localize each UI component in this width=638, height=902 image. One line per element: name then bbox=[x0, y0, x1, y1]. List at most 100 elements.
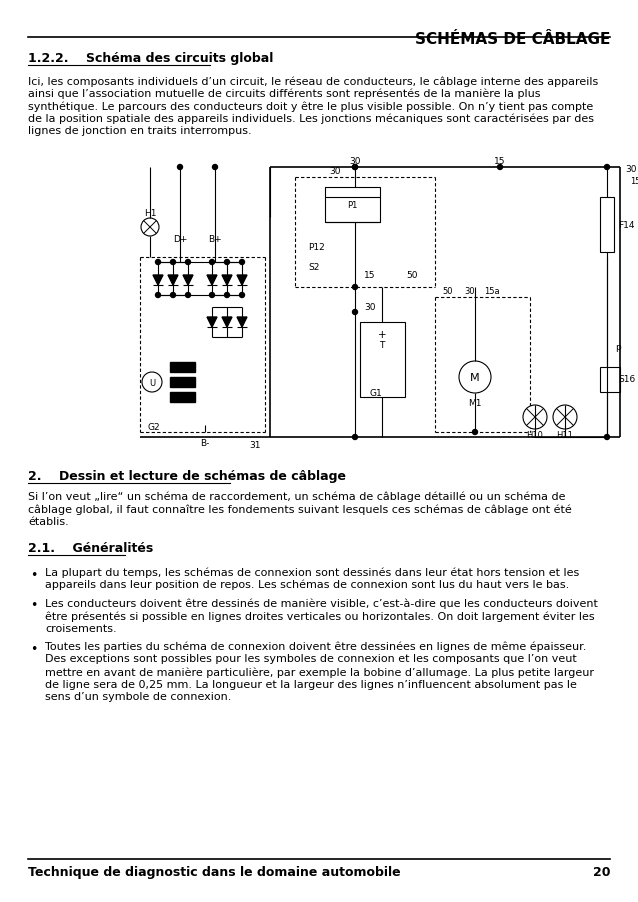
Circle shape bbox=[353, 435, 357, 440]
Polygon shape bbox=[183, 276, 193, 286]
Text: •: • bbox=[31, 599, 38, 612]
Circle shape bbox=[239, 293, 244, 299]
Circle shape bbox=[209, 260, 214, 265]
Text: +: + bbox=[378, 329, 387, 340]
Text: M1: M1 bbox=[468, 398, 482, 407]
Text: M: M bbox=[470, 373, 480, 382]
Circle shape bbox=[212, 165, 218, 170]
Text: 15: 15 bbox=[364, 272, 376, 281]
Text: D+: D+ bbox=[173, 235, 187, 244]
Text: 30: 30 bbox=[625, 165, 637, 174]
Circle shape bbox=[353, 165, 357, 170]
Text: câblage global, il faut connaître les fondements suivant lesquels ces schémas de: câblage global, il faut connaître les fo… bbox=[28, 504, 572, 514]
Bar bbox=[600, 198, 614, 253]
Text: •: • bbox=[31, 568, 38, 581]
Text: H11: H11 bbox=[556, 431, 574, 440]
Text: sens d’un symbole de connexion.: sens d’un symbole de connexion. bbox=[45, 691, 232, 701]
Text: établis.: établis. bbox=[28, 517, 69, 527]
Text: Les conducteurs doivent être dessinés de manière visible, c’est-à-dire que les c: Les conducteurs doivent être dessinés de… bbox=[45, 598, 598, 608]
Text: 31: 31 bbox=[249, 441, 261, 450]
Polygon shape bbox=[237, 276, 247, 286]
Circle shape bbox=[170, 260, 175, 265]
Circle shape bbox=[186, 260, 191, 265]
Circle shape bbox=[498, 165, 503, 170]
Text: 2.1.    Généralités: 2.1. Généralités bbox=[28, 541, 153, 554]
Circle shape bbox=[142, 373, 162, 392]
Polygon shape bbox=[222, 318, 232, 327]
Circle shape bbox=[209, 293, 214, 299]
Text: 2.    Dessin et lecture de schémas de câblage: 2. Dessin et lecture de schémas de câbla… bbox=[28, 469, 346, 483]
Circle shape bbox=[523, 406, 547, 429]
Text: Technique de diagnostic dans le domaine automobile: Technique de diagnostic dans le domaine … bbox=[28, 865, 401, 878]
Bar bbox=[360, 323, 405, 398]
Text: B-: B- bbox=[200, 438, 210, 447]
Text: 50: 50 bbox=[443, 287, 453, 296]
Text: 15: 15 bbox=[494, 156, 506, 165]
Polygon shape bbox=[153, 276, 163, 286]
Text: S2: S2 bbox=[308, 263, 320, 272]
Text: 15a: 15a bbox=[484, 287, 500, 296]
Text: La plupart du temps, les schémas de connexion sont dessinés dans leur état hors : La plupart du temps, les schémas de conn… bbox=[45, 566, 579, 577]
Text: •: • bbox=[31, 642, 38, 655]
Circle shape bbox=[353, 285, 357, 290]
Text: 30: 30 bbox=[329, 167, 341, 176]
Circle shape bbox=[553, 406, 577, 429]
Text: p: p bbox=[615, 343, 621, 352]
Text: de la position spatiale des appareils individuels. Les jonctions mécaniques sont: de la position spatiale des appareils in… bbox=[28, 114, 594, 124]
Polygon shape bbox=[168, 276, 178, 286]
Text: H10: H10 bbox=[526, 431, 544, 440]
Circle shape bbox=[239, 260, 244, 265]
Polygon shape bbox=[237, 318, 247, 327]
Circle shape bbox=[353, 310, 357, 315]
Circle shape bbox=[225, 260, 230, 265]
Polygon shape bbox=[222, 276, 232, 286]
Text: 30: 30 bbox=[464, 287, 475, 296]
Polygon shape bbox=[170, 363, 195, 373]
Text: croisements.: croisements. bbox=[45, 622, 117, 633]
Circle shape bbox=[604, 435, 609, 440]
Polygon shape bbox=[207, 318, 217, 327]
Text: de ligne sera de 0,25 mm. La longueur et la largeur des lignes n’influencent abs: de ligne sera de 0,25 mm. La longueur et… bbox=[45, 678, 577, 689]
Polygon shape bbox=[170, 392, 195, 402]
Text: Des exceptions sont possibles pour les symboles de connexion et les composants q: Des exceptions sont possibles pour les s… bbox=[45, 654, 577, 664]
Text: 50: 50 bbox=[406, 272, 418, 281]
Text: Toutes les parties du schéma de connexion doivent être dessinées en lignes de mê: Toutes les parties du schéma de connexio… bbox=[45, 641, 586, 652]
Text: B+: B+ bbox=[208, 235, 222, 244]
Text: ainsi que l’association mutuelle de circuits différents sont représentés de la m: ainsi que l’association mutuelle de circ… bbox=[28, 88, 540, 99]
Text: appareils dans leur position de repos. Les schémas de connexion sont lus du haut: appareils dans leur position de repos. L… bbox=[45, 579, 569, 590]
Text: Ici, les composants individuels d’un circuit, le réseau de conducteurs, le câbla: Ici, les composants individuels d’un cir… bbox=[28, 76, 598, 87]
Bar bbox=[600, 368, 620, 392]
Text: P12: P12 bbox=[308, 244, 325, 253]
Text: 30: 30 bbox=[349, 156, 360, 165]
Circle shape bbox=[156, 260, 161, 265]
Text: 20: 20 bbox=[593, 865, 610, 878]
Text: synthétique. Le parcours des conducteurs doit y être le plus visible possible. O: synthétique. Le parcours des conducteurs… bbox=[28, 101, 593, 111]
Text: S16: S16 bbox=[618, 375, 635, 384]
Text: H1: H1 bbox=[144, 209, 156, 218]
Text: G2: G2 bbox=[148, 423, 161, 432]
Circle shape bbox=[177, 165, 182, 170]
Text: T: T bbox=[380, 341, 385, 350]
Circle shape bbox=[156, 293, 161, 299]
Text: lignes de jonction en traits interrompus.: lignes de jonction en traits interrompus… bbox=[28, 126, 251, 136]
Text: 15: 15 bbox=[630, 176, 638, 185]
Circle shape bbox=[141, 219, 159, 236]
Bar bbox=[325, 188, 380, 223]
Circle shape bbox=[459, 362, 491, 393]
Text: être présentés si possible en lignes droites verticales ou horizontales. On doit: être présentés si possible en lignes dro… bbox=[45, 611, 595, 621]
Text: F14: F14 bbox=[618, 220, 635, 229]
Circle shape bbox=[353, 165, 357, 170]
Circle shape bbox=[473, 430, 477, 435]
Circle shape bbox=[186, 293, 191, 299]
Text: mettre en avant de manière particulière, par exemple la bobine d’allumage. La pl: mettre en avant de manière particulière,… bbox=[45, 667, 594, 676]
Text: 1.2.2.    Schéma des circuits global: 1.2.2. Schéma des circuits global bbox=[28, 52, 273, 65]
Text: P1: P1 bbox=[347, 200, 357, 209]
Polygon shape bbox=[170, 378, 195, 388]
Polygon shape bbox=[207, 276, 217, 286]
Text: G1: G1 bbox=[370, 388, 383, 397]
Text: SCHÉMAS DE CÂBLAGE: SCHÉMAS DE CÂBLAGE bbox=[415, 32, 610, 47]
Text: 30: 30 bbox=[364, 303, 376, 312]
Text: U: U bbox=[149, 378, 155, 387]
Circle shape bbox=[170, 293, 175, 299]
Text: Si l’on veut „lire“ un schéma de raccordement, un schéma de câblage détaillé ou : Si l’on veut „lire“ un schéma de raccord… bbox=[28, 492, 565, 502]
